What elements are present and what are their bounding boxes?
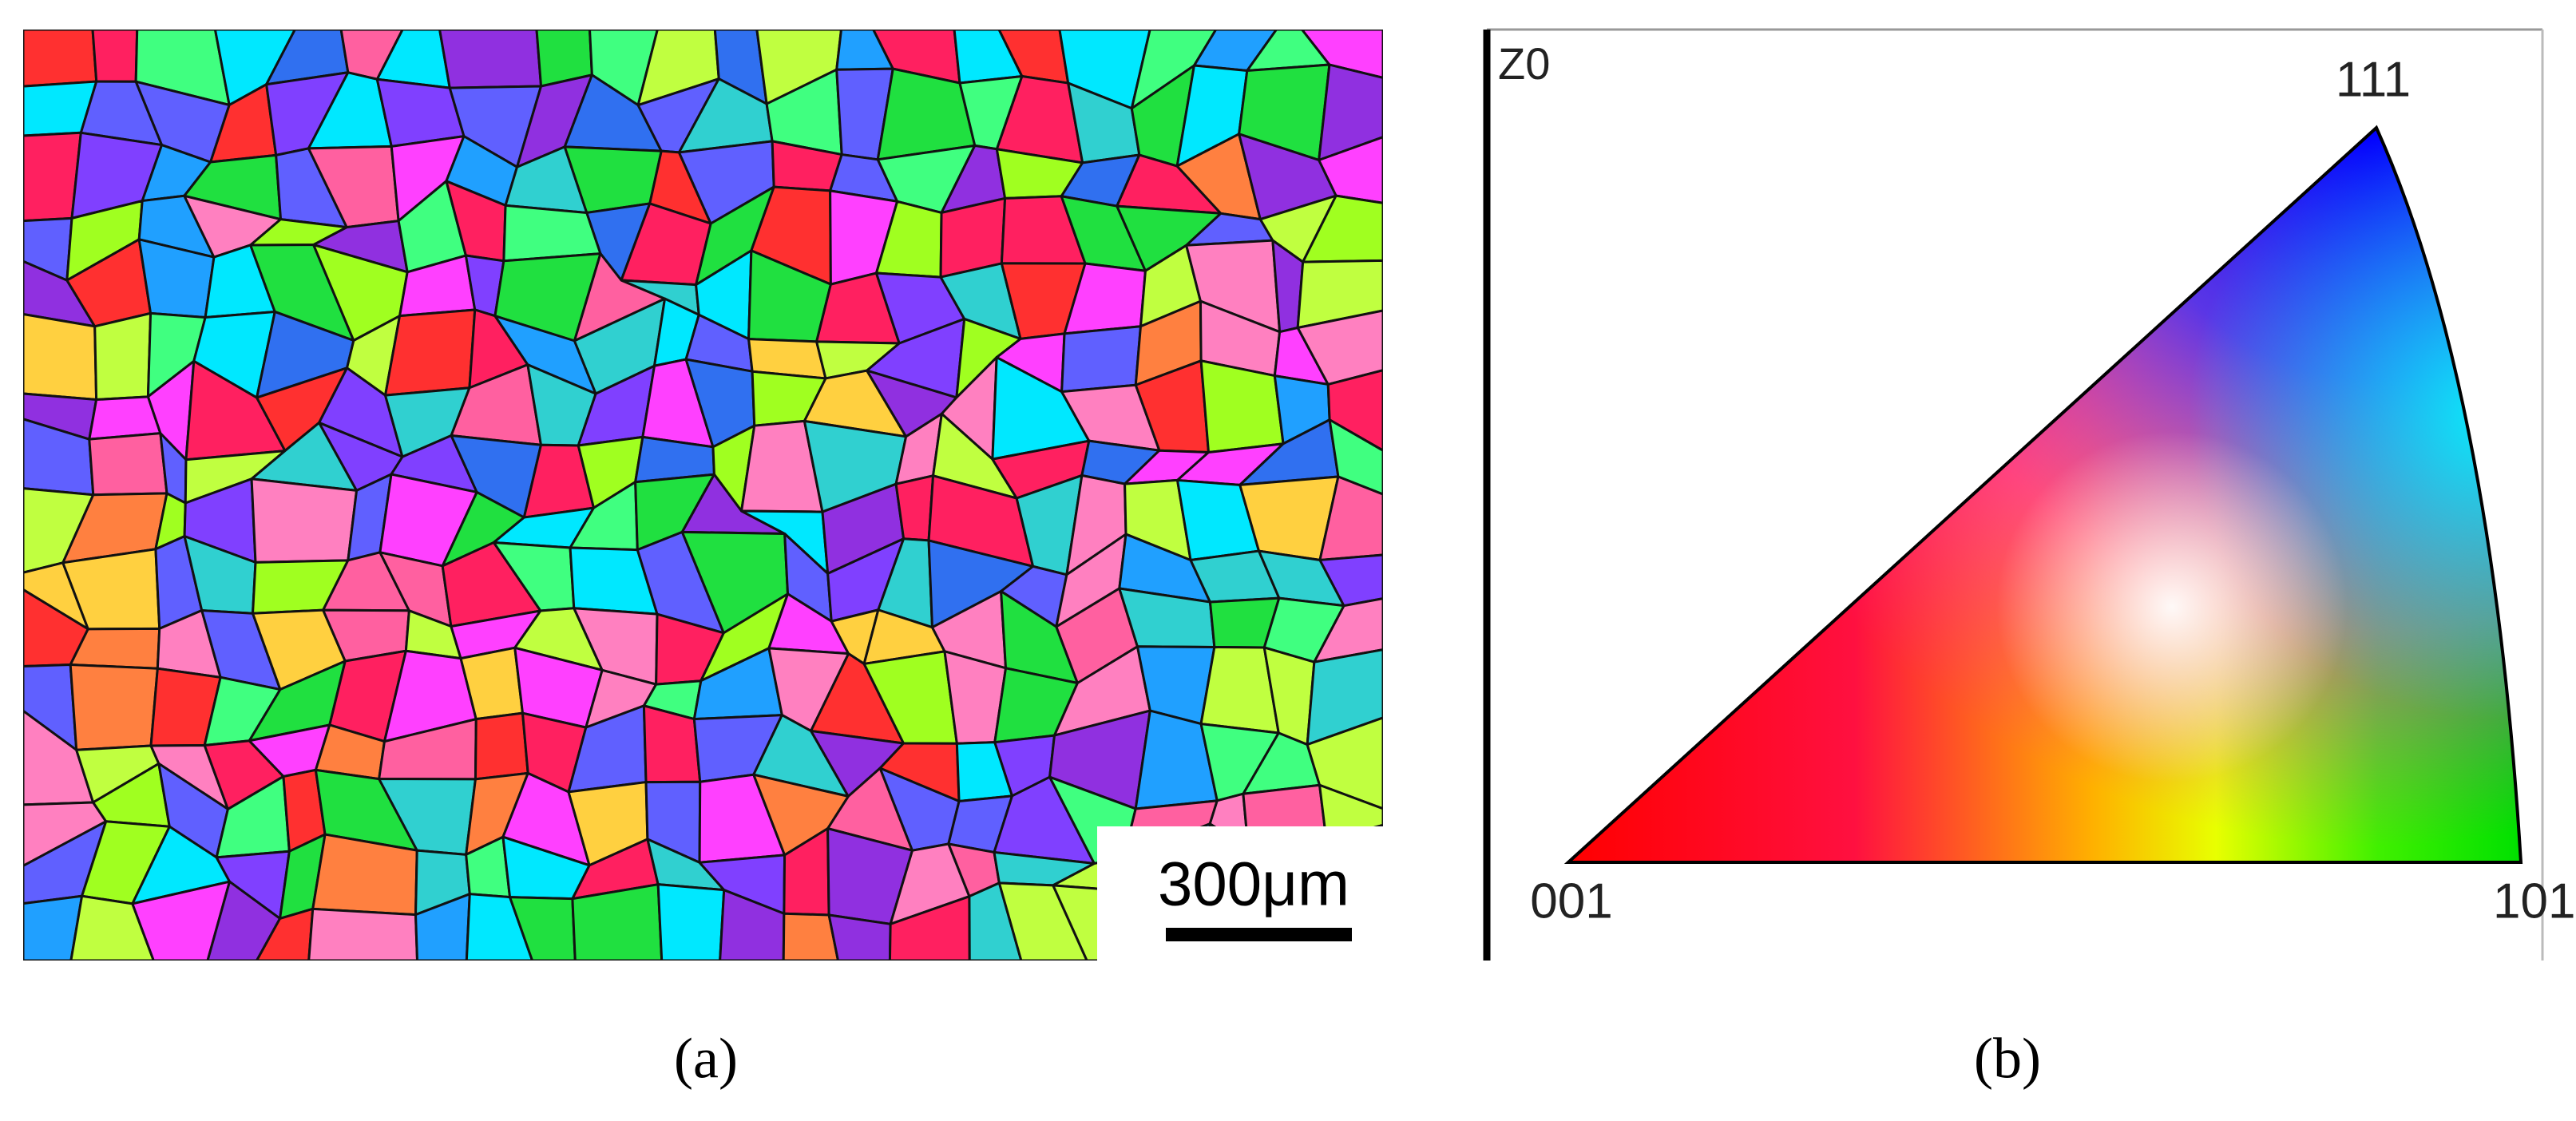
pole-label: 001 (1530, 873, 1612, 929)
grain (438, 30, 543, 89)
grain (1318, 553, 1383, 608)
grain (782, 912, 840, 961)
grain (474, 711, 529, 781)
grain (888, 895, 971, 961)
grain (206, 880, 282, 961)
grain (1313, 597, 1383, 663)
grain (1296, 309, 1383, 386)
grain (93, 311, 153, 402)
grain (88, 432, 168, 497)
ipf-white (1568, 128, 2521, 862)
grain (23, 313, 98, 402)
grain (131, 880, 232, 961)
grain (509, 896, 577, 961)
grain (719, 889, 786, 961)
grain (23, 30, 98, 88)
grain (1318, 475, 1383, 561)
grain (69, 894, 155, 961)
grain (91, 30, 139, 83)
grain (1302, 194, 1383, 263)
grain (894, 474, 935, 542)
pole-label: 111 (2336, 52, 2411, 107)
direction-label: Z0 (1498, 38, 1550, 89)
caption: (b) (1974, 1027, 2041, 1091)
grain (250, 477, 359, 564)
grain (69, 663, 159, 751)
ipf-outline (1563, 125, 2523, 864)
grain (656, 883, 726, 961)
grain-map (23, 30, 1383, 961)
grain (997, 881, 1088, 961)
grain (1306, 716, 1383, 810)
grain (23, 894, 84, 961)
grain (384, 308, 477, 397)
grain (1199, 359, 1285, 454)
grain (571, 883, 664, 961)
scale-bar (1166, 928, 1352, 941)
ipf-triangle (1563, 125, 2523, 864)
scale-bar-label: 300μm (1158, 849, 1349, 919)
grain (1326, 369, 1383, 452)
grain (1328, 418, 1383, 496)
grain (1296, 259, 1383, 329)
caption: (a) (674, 1027, 738, 1091)
grain (642, 704, 702, 784)
grain (414, 893, 471, 961)
grain (465, 893, 534, 961)
grain (1301, 30, 1383, 79)
grain (968, 881, 1023, 961)
grain (827, 913, 892, 961)
grain (307, 907, 419, 961)
grain (1060, 325, 1142, 394)
pole-label: 101 (2493, 873, 2575, 929)
grain (1318, 63, 1383, 161)
grain (256, 907, 315, 961)
grain (1318, 136, 1383, 204)
grain (1306, 648, 1383, 747)
